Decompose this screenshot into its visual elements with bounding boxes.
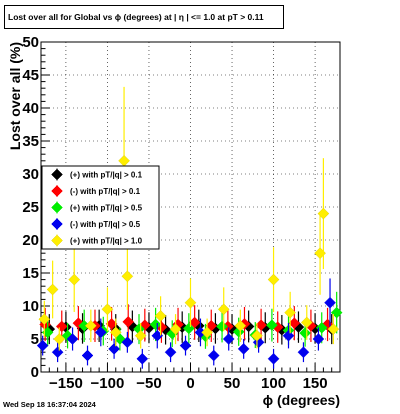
legend-marker (51, 168, 63, 181)
data-point (237, 343, 250, 355)
data-point (122, 315, 135, 328)
legend-entry: (+) with pT/|q| > 0.5 (70, 204, 143, 213)
data-point (38, 313, 51, 326)
data-point (317, 207, 330, 220)
data-point (234, 319, 247, 332)
x-tick-label: 100 (261, 375, 286, 392)
data-point (121, 336, 134, 349)
data-point (46, 283, 59, 296)
x-tick-label: 0 (186, 375, 194, 392)
data-point (207, 349, 220, 362)
x-tick-label: 50 (224, 375, 241, 392)
y-tick-label: 0 (31, 364, 39, 381)
data-point (164, 346, 177, 359)
data-point (109, 326, 122, 339)
legend-marker (51, 234, 63, 247)
data-point (68, 273, 81, 286)
legend-entry: (-) with pT/|q| > 0.5 (70, 220, 141, 229)
data-point (216, 320, 228, 333)
legend-marker (51, 218, 63, 230)
data-point (297, 346, 310, 359)
data-point (134, 329, 147, 342)
data-point (324, 296, 336, 309)
x-tick-label: −150 (49, 375, 83, 392)
data-point (327, 323, 340, 335)
x-tick-label: −100 (91, 375, 125, 392)
data-point (121, 270, 134, 283)
data-point (169, 323, 182, 335)
data-point (36, 339, 49, 352)
data-point (61, 329, 74, 342)
data-point (84, 319, 97, 332)
data-point (201, 326, 213, 339)
y-tick-label: 15 (22, 265, 39, 282)
y-tick-label: 45 (22, 67, 39, 84)
y-tick-label: 25 (22, 199, 39, 216)
data-point (101, 303, 114, 316)
x-axis-title: ϕ (degrees) (263, 392, 340, 408)
data-point (51, 346, 64, 359)
data-point (149, 318, 162, 331)
x-tick-label: 150 (303, 375, 328, 392)
data-point (312, 333, 325, 345)
legend-entry: (+) with pT/|q| > 1.0 (70, 237, 143, 246)
data-point (94, 326, 107, 339)
data-point (53, 333, 66, 345)
data-point (81, 349, 94, 362)
legend-marker (51, 185, 63, 197)
y-tick-label: 50 (22, 34, 39, 51)
data-point (299, 327, 311, 339)
data-point (184, 296, 197, 309)
y-tick-label: 35 (22, 133, 39, 150)
y-tick-label: 40 (22, 100, 39, 117)
chart-title: Lost over all for Global vs ϕ (degrees) … (4, 5, 284, 29)
data-point (182, 322, 195, 335)
data-point (267, 352, 280, 365)
legend-marker (51, 201, 63, 214)
data-point (154, 310, 167, 322)
data-point (300, 316, 313, 329)
timestamp-footer: Wed Sep 18 16:37:04 2024 (3, 400, 96, 409)
data-point (66, 333, 79, 345)
y-axis-title: Lost over all (%) (7, 42, 23, 150)
data-point (179, 339, 192, 352)
data-point (108, 343, 120, 355)
legend-entry: (-) with pT/|q| > 0.1 (70, 187, 141, 196)
data-point (251, 329, 263, 342)
data-point (222, 333, 235, 345)
series-4 (38, 86, 340, 351)
legend-entry: (+) with pT/|q| > 0.1 (70, 171, 143, 180)
data-point (267, 273, 280, 286)
y-tick-label: 20 (22, 232, 39, 249)
y-tick-label: 5 (31, 331, 39, 348)
legend: (+) with pT/|q| > 0.1 (-) with pT/|q| > 0… (41, 165, 160, 250)
data-point (266, 319, 278, 331)
y-tick-label: 10 (22, 298, 39, 315)
data-point (282, 329, 295, 342)
data-point (136, 352, 149, 365)
data-point (284, 306, 297, 319)
x-tick-label: −50 (136, 375, 161, 392)
y-tick-label: 30 (22, 166, 39, 183)
series-3 (36, 278, 336, 369)
data-point (217, 303, 230, 316)
